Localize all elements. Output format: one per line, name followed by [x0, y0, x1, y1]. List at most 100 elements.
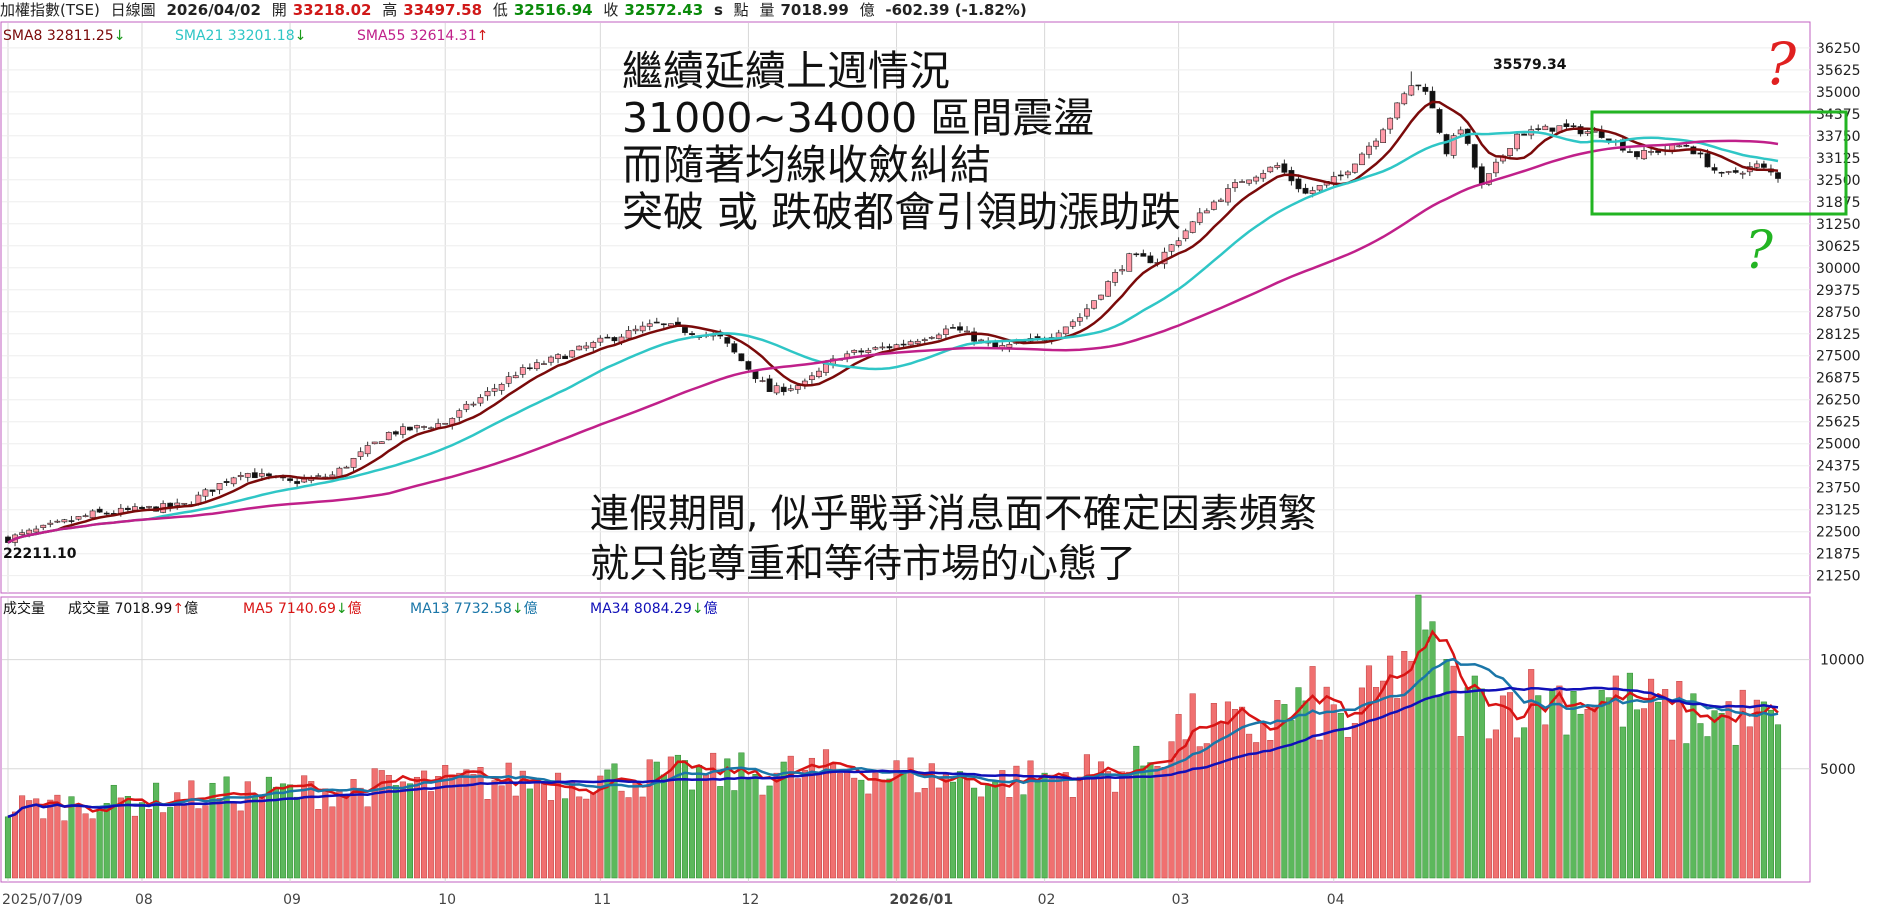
question-mark-green: ?	[1745, 221, 1774, 281]
candle-28	[202, 489, 209, 497]
candle-110	[780, 386, 787, 393]
volume-bar-66	[470, 774, 477, 879]
volume-bar-120	[851, 777, 858, 879]
candle-133	[942, 328, 949, 335]
candle-48	[343, 466, 350, 469]
candle-91	[646, 323, 653, 327]
low-marker: 22211.10	[3, 546, 77, 562]
volume-bar-196	[1387, 655, 1394, 879]
volume-bar-91	[646, 759, 653, 879]
high-value: 33497.58	[403, 1, 483, 19]
volume-bar-173	[1224, 701, 1232, 879]
volume-bar-221	[1563, 734, 1570, 879]
volume-bar-26	[188, 780, 195, 879]
candle-33	[237, 475, 244, 478]
candle-17	[124, 507, 131, 510]
volume-bar-153	[1083, 754, 1090, 879]
volume-bar-159	[1126, 771, 1133, 879]
volume-bar-243	[1718, 712, 1725, 879]
volume-bar-56	[399, 781, 406, 879]
volume-bar-77	[547, 800, 555, 879]
volume-bar-145	[1027, 760, 1034, 879]
candle-241	[1704, 153, 1711, 168]
volume-bar-184	[1302, 700, 1309, 879]
candle-249	[1760, 163, 1767, 168]
grid	[2, 23, 1810, 882]
volume-bar-181	[1281, 704, 1288, 879]
volume-bar-36	[258, 797, 265, 879]
volume-bar-142	[1006, 797, 1013, 879]
volume-bar-161	[1140, 765, 1147, 879]
volume-bar-198	[1401, 651, 1408, 879]
volume-bar-97	[688, 789, 696, 879]
volume-bar-84	[597, 775, 604, 879]
amount-unit: 億	[859, 1, 875, 19]
volume-bar-41	[294, 796, 301, 879]
volume-bar-81	[576, 796, 583, 879]
amount-value: 7018.99	[780, 1, 849, 19]
volume-bar-207	[1464, 687, 1471, 879]
volume-bar-183	[1295, 687, 1302, 879]
volume-bar-176	[1246, 733, 1253, 879]
candle-70	[498, 383, 505, 391]
price-y-tick-17: 31875	[1816, 195, 1861, 211]
volume-bar-237	[1676, 681, 1683, 879]
volume-bar-209	[1478, 688, 1485, 879]
candle-30	[216, 483, 223, 491]
candle-209	[1478, 166, 1485, 185]
sma8-line	[7, 100, 1779, 544]
volume-bar-156	[1105, 771, 1112, 879]
volume-bar-40	[287, 784, 294, 879]
volume-bar-133	[942, 774, 949, 879]
candle-207	[1464, 128, 1471, 144]
high-marker: 35579.34	[1493, 57, 1567, 73]
candle-115	[816, 370, 822, 377]
low-label: 低	[492, 1, 508, 19]
candle-120	[851, 349, 858, 353]
candle-44	[315, 475, 322, 477]
volume-bar-170	[1203, 743, 1210, 879]
volume-bar-250	[1767, 709, 1774, 879]
volume-bar-45	[322, 788, 329, 879]
candle-199	[1408, 85, 1415, 96]
volume-bar-42	[301, 775, 308, 879]
candle-130	[921, 339, 928, 341]
volume-bar-247	[1746, 726, 1753, 879]
volume-legend: 成交量 成交量 7018.99↑億 MA5 7140.69↓億 MA13 773…	[3, 600, 718, 617]
volume-bar-139	[985, 785, 992, 879]
volume-bar-251	[1774, 724, 1782, 879]
candle-32	[230, 477, 237, 485]
candle-46	[329, 474, 336, 478]
volume-bar-226	[1598, 690, 1605, 879]
volume-bar-218	[1542, 724, 1549, 879]
candle-190	[1344, 171, 1351, 176]
legend-volume: 成交量 7018.99↑億	[68, 600, 198, 617]
candle-93	[660, 323, 667, 326]
volume-bar-4	[33, 798, 40, 879]
candle-153	[1084, 308, 1090, 317]
price-y-tick-20: 33750	[1816, 129, 1861, 145]
volume-bar-57	[406, 783, 414, 879]
volume-bar-234	[1655, 701, 1662, 879]
candle-245	[1732, 170, 1739, 173]
volume-bar-188	[1330, 704, 1337, 879]
volume-bar-69	[491, 780, 498, 879]
close-label: 收	[603, 1, 619, 19]
candle-54	[385, 432, 392, 441]
candle-103	[731, 343, 738, 353]
volume-bar-225	[1591, 704, 1598, 879]
candle-215	[1521, 133, 1528, 136]
candle-195	[1380, 129, 1386, 143]
x-tick-7: 02	[1038, 892, 1056, 908]
x-tick-3: 10	[438, 892, 456, 908]
price-y-tick-21: 34375	[1816, 107, 1861, 123]
candle-159	[1126, 253, 1133, 272]
volume-bar-160	[1133, 745, 1140, 879]
candle-41	[294, 481, 301, 484]
volume-bar-187	[1323, 686, 1330, 879]
candle-131	[928, 336, 935, 339]
candles	[5, 71, 1781, 547]
volume-bar-134	[949, 781, 956, 879]
volume-bar-71	[505, 762, 512, 879]
